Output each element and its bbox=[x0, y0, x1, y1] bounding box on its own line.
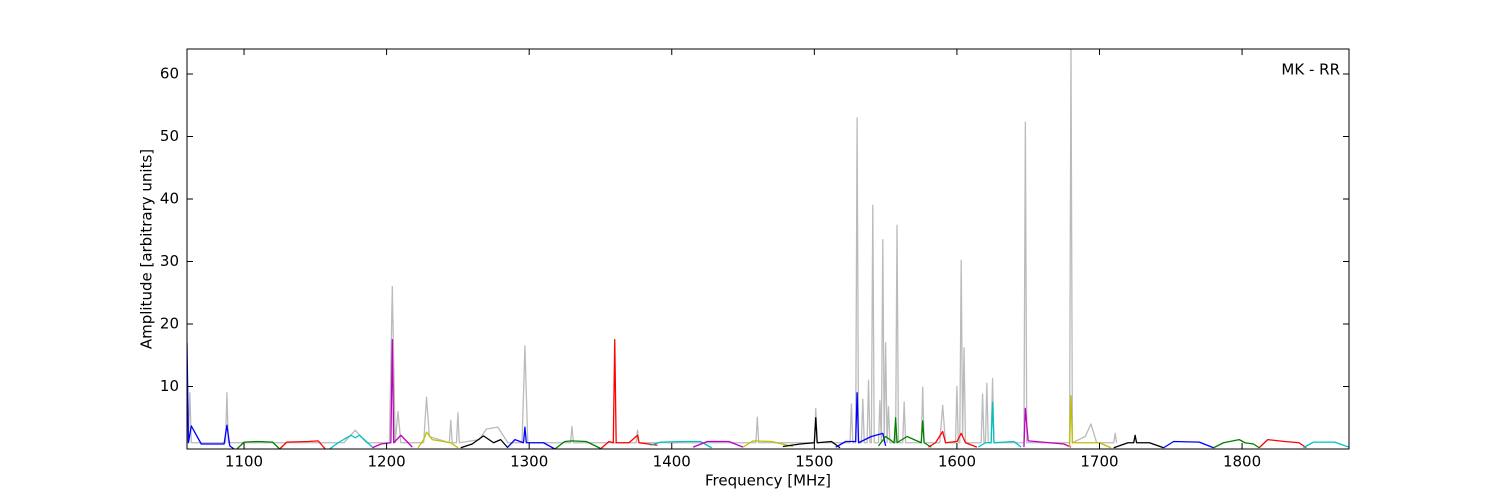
series-line bbox=[1068, 395, 1112, 449]
x-axis-label: Frequency [MHz] bbox=[705, 472, 831, 490]
series-line bbox=[1213, 438, 1260, 449]
y-tick-label: 30 bbox=[160, 252, 179, 270]
x-tick-label: 1800 bbox=[1223, 453, 1261, 471]
series-line bbox=[460, 435, 509, 449]
y-tick-label: 40 bbox=[160, 190, 179, 208]
series-line bbox=[928, 430, 978, 448]
series-line bbox=[977, 401, 1022, 448]
series-line bbox=[835, 392, 887, 448]
series-line bbox=[1113, 434, 1164, 449]
series-line bbox=[236, 440, 281, 449]
y-tick-label: 60 bbox=[160, 65, 179, 83]
series-line bbox=[742, 440, 794, 448]
series-line bbox=[1303, 441, 1349, 449]
y-tick-label: 20 bbox=[160, 315, 179, 333]
series-line bbox=[692, 440, 744, 448]
annotation: MK - RR bbox=[1281, 61, 1340, 79]
x-tick-label: 1500 bbox=[795, 453, 833, 471]
series-line bbox=[554, 440, 601, 449]
series-line bbox=[877, 417, 932, 448]
series-line bbox=[1163, 440, 1214, 449]
series-line bbox=[650, 440, 712, 449]
series-line bbox=[1258, 438, 1307, 449]
plot-lines bbox=[187, 49, 1349, 449]
y-axis-label: Amplitude [arbitrary units] bbox=[138, 149, 156, 349]
x-tick-label: 1200 bbox=[368, 453, 406, 471]
y-tick-label: 10 bbox=[160, 377, 179, 395]
series-line bbox=[782, 417, 841, 449]
x-tick-label: 1400 bbox=[653, 453, 691, 471]
y-tick-label: 50 bbox=[160, 127, 179, 145]
x-tick-label: 1600 bbox=[938, 453, 976, 471]
series-line bbox=[187, 49, 1118, 444]
plot-frame bbox=[186, 48, 1350, 450]
series-line bbox=[417, 431, 459, 449]
x-tick-label: 1300 bbox=[510, 453, 548, 471]
series-line bbox=[329, 434, 373, 449]
series-line bbox=[187, 342, 235, 449]
series-line bbox=[507, 426, 556, 449]
series-line bbox=[279, 440, 326, 449]
x-tick-label: 1700 bbox=[1080, 453, 1118, 471]
series-line bbox=[1023, 407, 1072, 448]
series-line bbox=[600, 338, 658, 449]
x-tick-label: 1100 bbox=[225, 453, 263, 471]
series-line bbox=[372, 338, 413, 449]
